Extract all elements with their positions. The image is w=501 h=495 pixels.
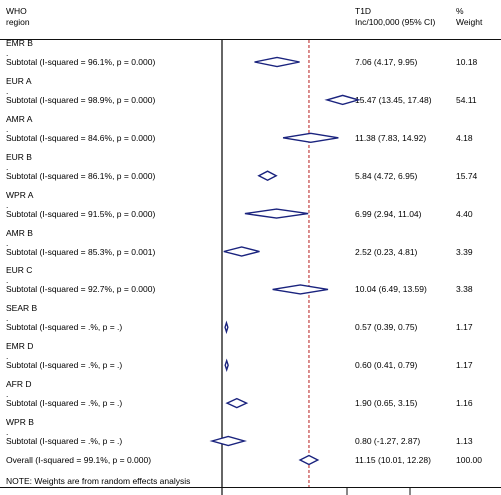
subtotal-diamond [272,284,329,295]
weight-value: 3.38 [456,284,473,295]
subtotal-label: Subtotal (I-squared = 92.7%, p = 0.000) [6,284,156,295]
weight-value: 54.11 [456,94,477,105]
region-label: EUR A [6,75,32,86]
weight-value: 1.17 [456,360,473,371]
subtotal-label: Subtotal (I-squared = 91.5%, p = 0.000) [6,208,156,219]
row-dot: . [6,85,9,96]
weight-value: 1.17 [456,322,473,333]
ci-value: 7.06 (4.17, 9.95) [355,57,418,67]
ci-value: 10.04 (6.49, 13.59) [355,284,427,295]
row-dot: . [6,161,9,172]
ci-value: 6.99 (2.94, 11.04) [355,208,422,219]
region-label: SEAR B [6,303,38,314]
subtotal-label: Subtotal (I-squared = 85.3%, p = 0.001) [6,246,156,257]
bottom-rule [0,487,501,488]
weight-value: 15.74 [456,170,478,181]
subtotal-diamond [324,94,361,106]
weight-value: 10.18 [456,57,478,67]
subtotal-label: Subtotal (I-squared = 98.9%, p = 0.000) [6,94,156,105]
row-dot: . [6,389,9,400]
overall-diamond [298,454,320,466]
subtotal-label: Subtotal (I-squared = 96.1%, p = 0.000) [6,57,156,67]
header-weight: % Weight [456,6,483,27]
overall-weight-value: 100.00 [456,455,482,465]
subtotal-diamond [282,132,339,144]
subtotal-label: Subtotal (I-squared = 86.1%, p = 0.000) [6,170,156,181]
row-dot: . [6,313,9,324]
ci-value: 0.60 (0.41, 0.79) [355,360,418,371]
subtotal-label: Subtotal (I-squared = .%, p = .) [6,360,123,371]
row-dot: . [6,427,9,437]
ci-value: 1.90 (0.65, 3.15) [355,398,418,409]
weight-value: 1.16 [456,398,473,409]
region-label: EUR C [6,265,33,276]
overall-label: Overall (I-squared = 99.1%, p = 0.000) [6,455,152,465]
subtotal-diamond [224,358,229,372]
weight-value: 4.40 [456,208,473,219]
subtotal-label: Subtotal (I-squared = .%, p = .) [6,436,123,446]
region-label: WPR A [6,189,34,200]
subtotal-diamond [254,56,300,68]
row-dot: . [6,237,9,248]
ci-value: 5.84 (4.72, 6.95) [355,170,418,181]
ci-value: 2.52 (0.23, 4.81) [355,246,418,257]
weight-value: 1.13 [456,436,473,446]
region-label: AMR B [6,227,33,238]
footnote: NOTE: Weights are from random effects an… [6,476,191,486]
ci-value: 0.57 (0.39, 0.75) [355,322,418,333]
region-label: EMR B [6,38,33,48]
header-region: WHO region [6,6,30,27]
row-dot: . [6,48,9,58]
region-label: WPR B [6,417,34,427]
region-label: EMR D [6,341,34,352]
ci-value: 15.47 (13.45, 17.48) [355,94,432,105]
region-label: AMR A [6,113,33,124]
subtotal-diamond [244,208,309,219]
subtotal-label: Subtotal (I-squared = 84.6%, p = 0.000) [6,132,156,143]
subtotal-diamond [257,170,278,181]
region-label: AFR D [6,379,32,390]
ci-value: 0.80 (-1.27, 2.87) [355,436,421,446]
subtotal-diamond [223,246,260,257]
ci-value: 11.38 (7.83, 14.92) [355,132,427,143]
overall-ci-value: 11.15 (10.01, 12.28) [355,455,431,465]
region-label: EUR B [6,151,32,162]
row-dot: . [6,275,9,286]
weight-value: 3.39 [456,246,473,257]
subtotal-diamond [225,397,249,409]
subtotal-diamond [224,320,229,335]
weight-value: 4.18 [456,132,473,143]
subtotal-label: Subtotal (I-squared = .%, p = .) [6,398,123,409]
row-dot: . [6,123,9,134]
row-dot: . [6,351,9,362]
header-estimate: T1D Inc/100,000 (95% CI) [355,6,436,27]
row-dot: . [6,199,9,210]
top-rule [0,39,501,40]
subtotal-label: Subtotal (I-squared = .%, p = .) [6,322,123,333]
subtotal-diamond [209,435,247,447]
